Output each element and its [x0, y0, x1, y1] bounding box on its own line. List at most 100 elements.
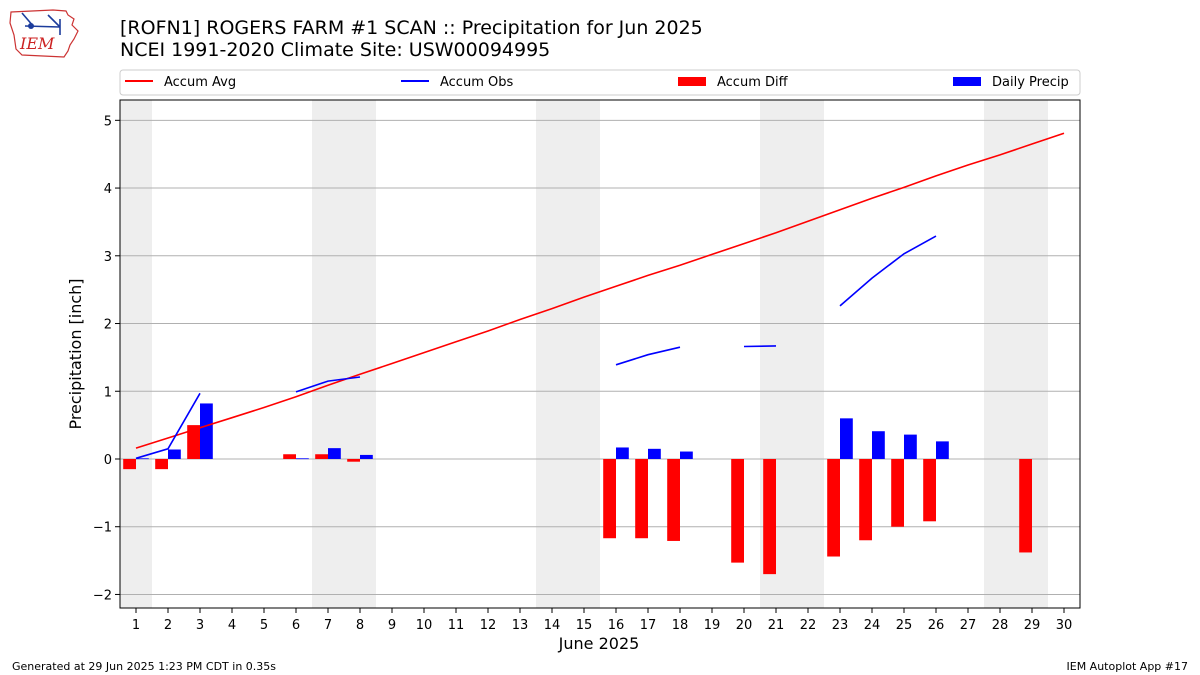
daily-precip-bar: [840, 418, 853, 459]
chart-title: [ROFN1] ROGERS FARM #1 SCAN :: Precipita…: [120, 17, 703, 39]
daily-precip-bar: [616, 447, 629, 459]
daily-precip-bar: [904, 434, 917, 459]
x-tick-label: 6: [292, 618, 300, 633]
legend-label: Daily Precip: [992, 75, 1069, 90]
weekend-band: [536, 100, 568, 608]
accum-diff-bar: [891, 458, 904, 527]
daily-precip-bar: [648, 448, 661, 459]
x-tick-label: 3: [196, 618, 204, 633]
x-tick-label: 27: [960, 618, 977, 633]
daily-precip-bar: [936, 441, 949, 459]
x-tick-label: 8: [356, 618, 364, 633]
y-tick-label: 3: [104, 250, 112, 265]
weekend-band: [792, 100, 824, 608]
plot-frame: [119, 99, 1081, 609]
accum-diff-bar: [763, 458, 776, 575]
x-tick-label: 30: [1056, 618, 1073, 633]
iem-logo: IEM: [8, 5, 80, 60]
x-tick-label: 16: [608, 618, 625, 633]
x-tick-label: 13: [512, 618, 529, 633]
x-tick-label: 23: [832, 618, 849, 633]
app-credit: IEM Autoplot App #17: [1066, 660, 1189, 673]
legend-label: Accum Avg: [164, 75, 236, 90]
station-icon: [28, 23, 34, 29]
x-tick-label: 26: [928, 618, 945, 633]
x-tick-label: 20: [736, 618, 753, 633]
lines: [135, 132, 1065, 460]
legend-label: Accum Obs: [440, 75, 513, 90]
x-tick-label: 28: [992, 618, 1009, 633]
daily-precip-bar: [200, 403, 213, 459]
y-tick-label: 0: [104, 453, 112, 468]
weekend-shading: [120, 100, 1048, 608]
daily-precip-bar: [296, 458, 309, 460]
x-tick-label: 5: [260, 618, 268, 633]
grid-lines: [120, 119, 1080, 595]
accum-diff-bar: [155, 458, 168, 470]
x-tick-label: 22: [800, 618, 817, 633]
y-tick-label: −1: [93, 521, 112, 536]
x-tick-label: 9: [388, 618, 396, 633]
y-axis-label: Precipitation [inch]: [66, 278, 85, 429]
accum-obs-line: [295, 376, 361, 393]
accum-diff-bar: [603, 458, 616, 539]
accum-obs-line: [839, 235, 937, 307]
x-tick-label: 18: [672, 618, 689, 633]
logo-text: IEM: [19, 34, 55, 53]
accum-diff-bar: [315, 454, 328, 459]
accum-diff-bar: [635, 458, 648, 539]
x-tick-label: 25: [896, 618, 913, 633]
x-tick-label: 17: [640, 618, 657, 633]
accum-diff-bar: [1019, 458, 1032, 553]
y-tick-label: 5: [104, 114, 112, 129]
x-tick-label: 4: [228, 618, 236, 633]
x-axis-label: June 2025: [558, 634, 640, 653]
x-tick-label: 21: [768, 618, 785, 633]
legend-label: Accum Diff: [717, 75, 789, 90]
y-tick-label: 4: [104, 182, 112, 197]
daily-precip-bar: [680, 451, 693, 459]
accum-diff-bar: [123, 458, 136, 470]
daily-precip-bar: [360, 454, 373, 459]
weekend-band: [984, 100, 1016, 608]
x-tick-label: 10: [416, 618, 433, 633]
x-tick-label: 2: [164, 618, 172, 633]
accum-diff-bar: [827, 458, 840, 557]
accum-diff-bar: [859, 458, 872, 541]
legend-box: [119, 69, 1081, 96]
daily-precip-bar: [872, 431, 885, 459]
x-tick-label: 19: [704, 618, 721, 633]
bars: [123, 403, 1032, 575]
accum-diff-bar: [923, 458, 936, 522]
y-tick-label: −2: [93, 588, 112, 603]
daily-precip-bar: [136, 458, 149, 460]
accum-diff-bar: [187, 425, 200, 459]
weekend-band: [344, 100, 376, 608]
accum-obs-line: [743, 345, 777, 348]
weekend-band: [568, 100, 600, 608]
accum-diff-bar: [667, 458, 680, 541]
y-tick-label: 1: [104, 385, 112, 400]
daily-precip-bar: [168, 449, 181, 459]
accum-diff-bar: [283, 454, 296, 459]
legend-swatch-bar: [678, 77, 706, 86]
weekend-band: [120, 100, 152, 608]
x-tick-label: 14: [544, 618, 561, 633]
x-tick-label: 7: [324, 618, 332, 633]
accum-obs-line: [615, 346, 681, 366]
generated-timestamp: Generated at 29 Jun 2025 1:23 PM CDT in …: [12, 660, 277, 673]
weekend-band: [312, 100, 344, 608]
x-tick-label: 11: [448, 618, 465, 633]
x-tick-label: 12: [480, 618, 497, 633]
daily-precip-bar: [328, 448, 341, 459]
accum-obs-line: [135, 392, 201, 460]
accum-avg-line: [135, 132, 1065, 449]
x-tick-label: 1: [132, 618, 140, 633]
x-tick-label: 29: [1024, 618, 1041, 633]
x-tick-label: 15: [576, 618, 593, 633]
legend: Accum Avg Accum Obs Accum Diff Daily Precip: [119, 69, 1081, 96]
x-tick-label: 24: [864, 618, 881, 633]
y-tick-label: 2: [104, 318, 112, 333]
